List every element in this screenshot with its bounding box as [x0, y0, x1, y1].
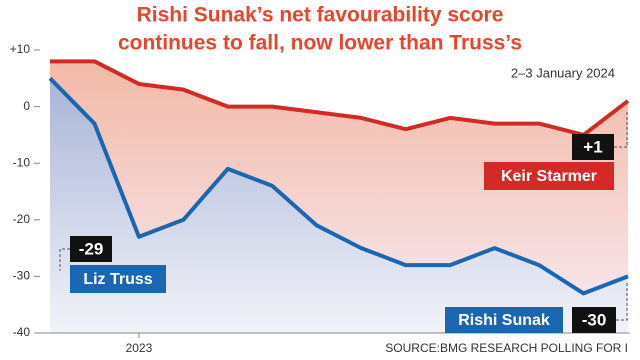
y-tick-label: -10 — [13, 155, 31, 169]
x-tick-label: 2023 — [126, 341, 153, 355]
leader — [616, 283, 628, 321]
data-label-box — [572, 307, 616, 333]
y-tick-label: -30 — [13, 269, 31, 283]
line-series — [50, 59, 630, 137]
annotation-value: -29 — [79, 239, 104, 258]
y-tick-label: 0 — [23, 99, 30, 113]
legend-label: Keir Starmer — [501, 168, 597, 185]
source: SOURCE:BMG RESEARCH POLLING FOR I — [385, 341, 628, 355]
subtitle: 2–3 January 2024 — [511, 65, 615, 80]
area-fill — [50, 78, 628, 333]
leader — [59, 248, 70, 271]
line-series — [48, 76, 629, 296]
data-label: -30 — [582, 310, 607, 329]
chart-title: Rishi Sunak’s net favourability score — [137, 4, 504, 27]
leader — [614, 112, 628, 148]
legend-label-box — [445, 307, 563, 333]
chart-title: continues to fall, now lower than Truss’… — [118, 32, 522, 55]
legend-label-box — [484, 162, 614, 190]
annotation-label-box — [70, 265, 166, 293]
data-label: +1 — [583, 137, 602, 156]
y-tick-label: -40 — [13, 325, 31, 339]
y-tick-label: +10 — [10, 42, 31, 56]
annotation-label: Liz Truss — [83, 271, 152, 288]
legend-label: Rishi Sunak — [458, 312, 550, 329]
annotation-value-box — [70, 236, 112, 262]
y-tick-label: -20 — [13, 212, 31, 226]
data-label-box — [572, 134, 614, 160]
area-fill — [50, 61, 628, 294]
